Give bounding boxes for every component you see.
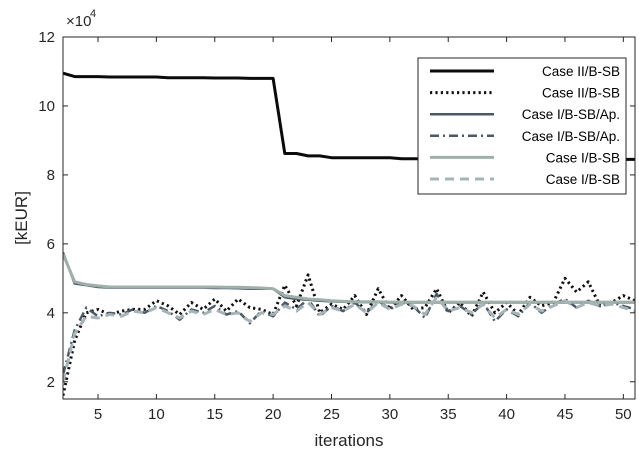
legend-label-3: Case I/B-SB/Ap. — [522, 107, 620, 122]
y-tick-label: 4 — [47, 305, 55, 322]
plot-frame — [62, 36, 636, 400]
x-tick-label: 20 — [265, 406, 282, 423]
x-tick-label: 30 — [382, 406, 399, 423]
y-tick-label: 12 — [38, 29, 55, 46]
legend-box — [417, 57, 627, 195]
y-exponent-power: 4 — [90, 8, 96, 20]
y-exponent-label: ×10 — [66, 13, 91, 30]
x-tick-label: 35 — [440, 406, 457, 423]
series-line-6 — [63, 295, 635, 383]
x-tick-label: 5 — [94, 406, 102, 423]
x-tick-label: 40 — [498, 406, 515, 423]
legend-label-6: Case I/B-SB — [546, 172, 620, 187]
legend-label-5: Case I/B-SB — [546, 150, 620, 165]
x-tick-label: 15 — [206, 406, 223, 423]
legend-label-4: Case I/B-SB/Ap. — [522, 129, 620, 144]
x-tick-label: 45 — [557, 406, 574, 423]
y-tick-label: 2 — [47, 374, 55, 391]
y-axis-label: [kEUR] — [12, 191, 31, 245]
legend-label-2: Case II/B-SB — [542, 86, 620, 101]
y-tick-label: 8 — [47, 167, 55, 184]
series-line-3 — [63, 252, 635, 304]
legend: Case II/B-SB Case II/B-SB Case I/B-SB/Ap. C… — [417, 57, 627, 195]
series-line-2 — [63, 273, 635, 396]
x-tick-label: 50 — [615, 406, 632, 423]
series-line-5 — [63, 253, 635, 304]
x-tick-label: 25 — [323, 406, 340, 423]
axes: 5 10 15 20 25 30 35 40 45 5024681012×104iteration… — [12, 8, 636, 450]
x-axis-label: iterations — [315, 431, 384, 450]
legend-label-1: Case II/B-SB — [542, 64, 620, 79]
x-tick-label: 10 — [148, 406, 165, 423]
y-tick-label: 6 — [47, 236, 55, 253]
y-tick-label: 10 — [38, 98, 55, 115]
